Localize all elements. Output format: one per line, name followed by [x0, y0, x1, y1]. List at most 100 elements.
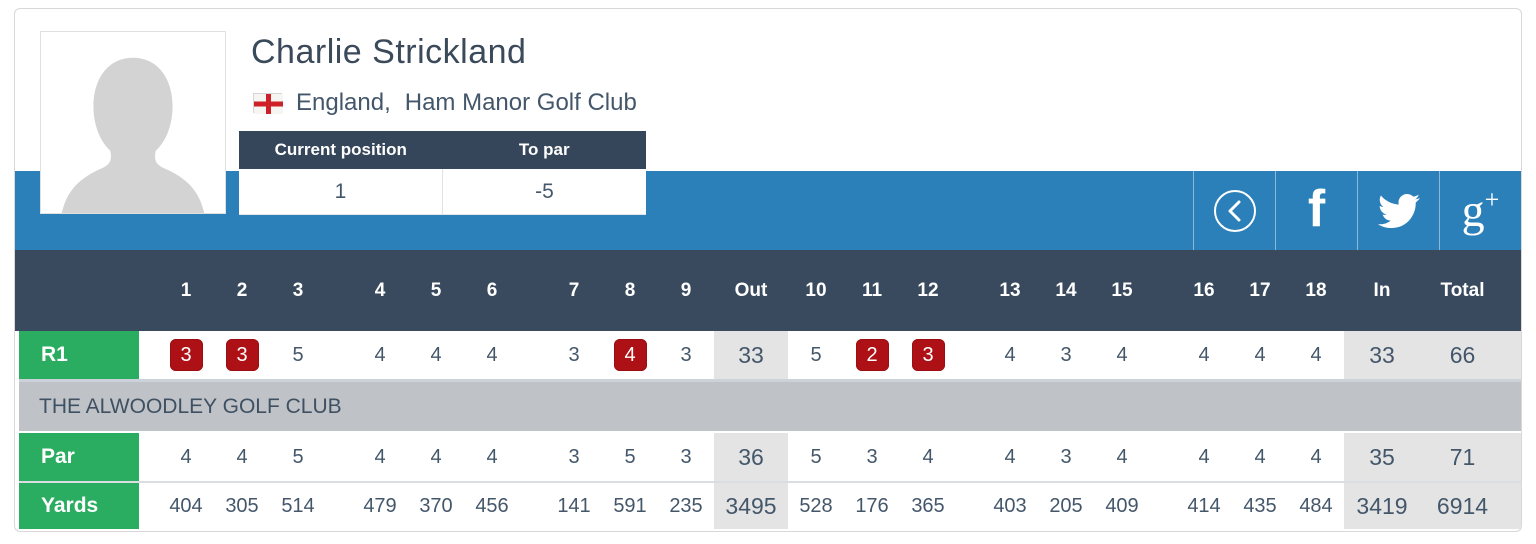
cell-par-10: 5: [788, 433, 844, 481]
cell-yards-1: 404: [158, 483, 214, 529]
column-header-7: 7: [568, 279, 580, 301]
cell-r1-8: 4: [602, 331, 658, 379]
cell-par-Out: 36: [714, 433, 788, 481]
twitter-icon: [1377, 193, 1420, 228]
player-name: Charlie Strickland: [251, 33, 527, 71]
column-header-16: 16: [1193, 279, 1215, 301]
cell-r1-17: 4: [1232, 331, 1288, 379]
column-header-12: 12: [917, 279, 939, 301]
column-header-1: 1: [180, 279, 192, 301]
cell-yards-16: 414: [1176, 483, 1232, 529]
cell-r1-2: 3: [214, 331, 270, 379]
column-header-3: 3: [292, 279, 304, 301]
back-button[interactable]: [1193, 171, 1275, 250]
twitter-button[interactable]: [1357, 171, 1439, 250]
cell-yards-5: 370: [408, 483, 464, 529]
googleplus-button[interactable]: g+: [1439, 171, 1521, 250]
position-table-header: Current position To par: [239, 131, 646, 169]
current-position-value: 1: [239, 169, 443, 214]
england-flag-icon: [253, 93, 283, 114]
player-scorecard-card: Charlie Strickland England, Ham Manor Go…: [14, 8, 1522, 532]
cell-yards-6: 456: [464, 483, 520, 529]
avatar: [40, 31, 226, 214]
cell-yards-15: 409: [1094, 483, 1150, 529]
column-header-6: 6: [486, 279, 498, 301]
cell-yards-3: 514: [270, 483, 326, 529]
cell-par-16: 4: [1176, 433, 1232, 481]
column-header-4: 4: [374, 279, 386, 301]
cell-r1-13: 4: [982, 331, 1038, 379]
table-header-band: [15, 250, 1521, 331]
cell-par-2: 4: [214, 433, 270, 481]
cell-yards-2: 305: [214, 483, 270, 529]
under-par-badge: 3: [169, 339, 203, 371]
cell-yards-17: 435: [1232, 483, 1288, 529]
person-silhouette-icon: [61, 57, 205, 213]
cell-r1-12: 3: [900, 331, 956, 379]
row-divider: [19, 379, 1521, 382]
column-header-17: 17: [1249, 279, 1271, 301]
round1-row: R1 3 3 5 4 4 4 3 4 3 33 5 2 3 4 3 4 4 4 4 33 66: [19, 331, 1521, 379]
cell-par-Total: 71: [1420, 433, 1521, 481]
column-header-14: 14: [1055, 279, 1077, 301]
cell-par-1: 4: [158, 433, 214, 481]
position-table-values: 1 -5: [239, 169, 646, 215]
cell-r1-5: 4: [408, 331, 464, 379]
cell-r1-7: 3: [546, 331, 602, 379]
cell-par-In: 35: [1344, 433, 1420, 481]
player-country: England,: [296, 89, 391, 116]
player-meta: England, Ham Manor Golf Club: [253, 89, 637, 117]
course-banner: THE ALWOODLEY GOLF CLUB: [19, 382, 1521, 431]
player-club: Ham Manor Golf Club: [404, 89, 637, 116]
to-par-header: To par: [518, 140, 570, 159]
cell-yards-9: 235: [658, 483, 714, 529]
cell-r1-18: 4: [1288, 331, 1344, 379]
yards-label: Yards: [19, 483, 139, 529]
cell-r1-Out: 33: [714, 331, 788, 379]
cell-r1-10: 5: [788, 331, 844, 379]
cell-par-12: 4: [900, 433, 956, 481]
cell-r1-Total: 66: [1420, 331, 1521, 379]
cell-par-13: 4: [982, 433, 1038, 481]
facebook-icon: f: [1307, 179, 1326, 238]
cell-yards-In: 3419: [1344, 483, 1420, 529]
under-par-badge: 2: [855, 339, 889, 371]
column-header-5: 5: [430, 279, 442, 301]
cell-r1-In: 33: [1344, 331, 1420, 379]
cell-r1-9: 3: [658, 331, 714, 379]
cell-r1-16: 4: [1176, 331, 1232, 379]
cell-yards-8: 591: [602, 483, 658, 529]
cell-r1-4: 4: [352, 331, 408, 379]
yards-row: Yards 404 305 514 479 370 456 141 591 235 3495 528…: [19, 483, 1521, 529]
cell-yards-Out: 3495: [714, 483, 788, 529]
cell-par-17: 4: [1232, 433, 1288, 481]
cell-par-6: 4: [464, 433, 520, 481]
facebook-button[interactable]: f: [1275, 171, 1357, 250]
par-label: Par: [19, 433, 139, 481]
column-header-18: 18: [1305, 279, 1327, 301]
cell-r1-15: 4: [1094, 331, 1150, 379]
cell-yards-11: 176: [844, 483, 900, 529]
cell-yards-12: 365: [900, 483, 956, 529]
cell-yards-4: 479: [352, 483, 408, 529]
column-header-13: 13: [999, 279, 1021, 301]
round1-label: R1: [19, 331, 139, 379]
column-header-9: 9: [680, 279, 692, 301]
scorecard-header-row: 1 2 3 4 5 6 7 8 9 Out 10 11 12 13 14 15 16 17 18 In Total: [19, 250, 1521, 331]
cell-par-9: 3: [658, 433, 714, 481]
current-position-header: Current position: [274, 140, 407, 159]
cell-r1-3: 5: [270, 331, 326, 379]
under-par-badge: 4: [613, 339, 647, 371]
column-header-11: 11: [861, 279, 883, 301]
cell-r1-14: 3: [1038, 331, 1094, 379]
par-row: Par 4 4 5 4 4 4 3 5 3 36 5 3 4 4 3 4 4 4 4 35 71: [19, 433, 1521, 481]
column-header-2: 2: [236, 279, 248, 301]
position-table: Current position To par 1 -5: [239, 131, 646, 215]
cell-r1-11: 2: [844, 331, 900, 379]
column-header-15: 15: [1111, 279, 1133, 301]
under-par-badge: 3: [911, 339, 945, 371]
cell-r1-6: 4: [464, 331, 520, 379]
chevron-left-icon: [1213, 189, 1256, 232]
under-par-badge: 3: [225, 339, 259, 371]
cell-par-7: 3: [546, 433, 602, 481]
